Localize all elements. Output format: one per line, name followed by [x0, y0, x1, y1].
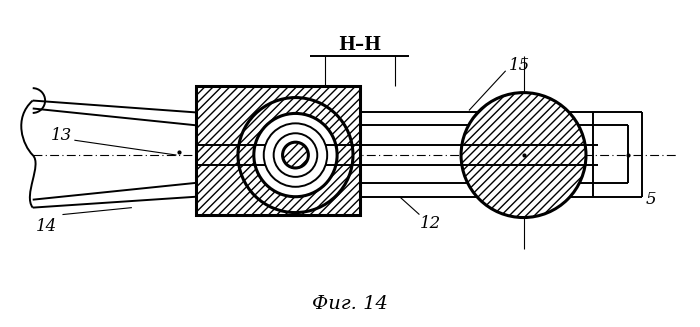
- Circle shape: [238, 97, 353, 213]
- Circle shape: [254, 113, 337, 197]
- Bar: [196, 86, 360, 215]
- Text: 14: 14: [36, 217, 57, 234]
- Text: 12: 12: [419, 215, 441, 232]
- Text: 13: 13: [51, 127, 72, 144]
- Text: 15: 15: [509, 57, 530, 74]
- Circle shape: [283, 142, 309, 168]
- Text: Фиг. 14: Фиг. 14: [312, 295, 388, 313]
- Circle shape: [264, 123, 327, 187]
- Text: 5: 5: [645, 191, 656, 208]
- Circle shape: [461, 93, 586, 217]
- Bar: [196, 86, 360, 215]
- Text: Н–Н: Н–Н: [338, 36, 382, 54]
- Circle shape: [274, 133, 317, 177]
